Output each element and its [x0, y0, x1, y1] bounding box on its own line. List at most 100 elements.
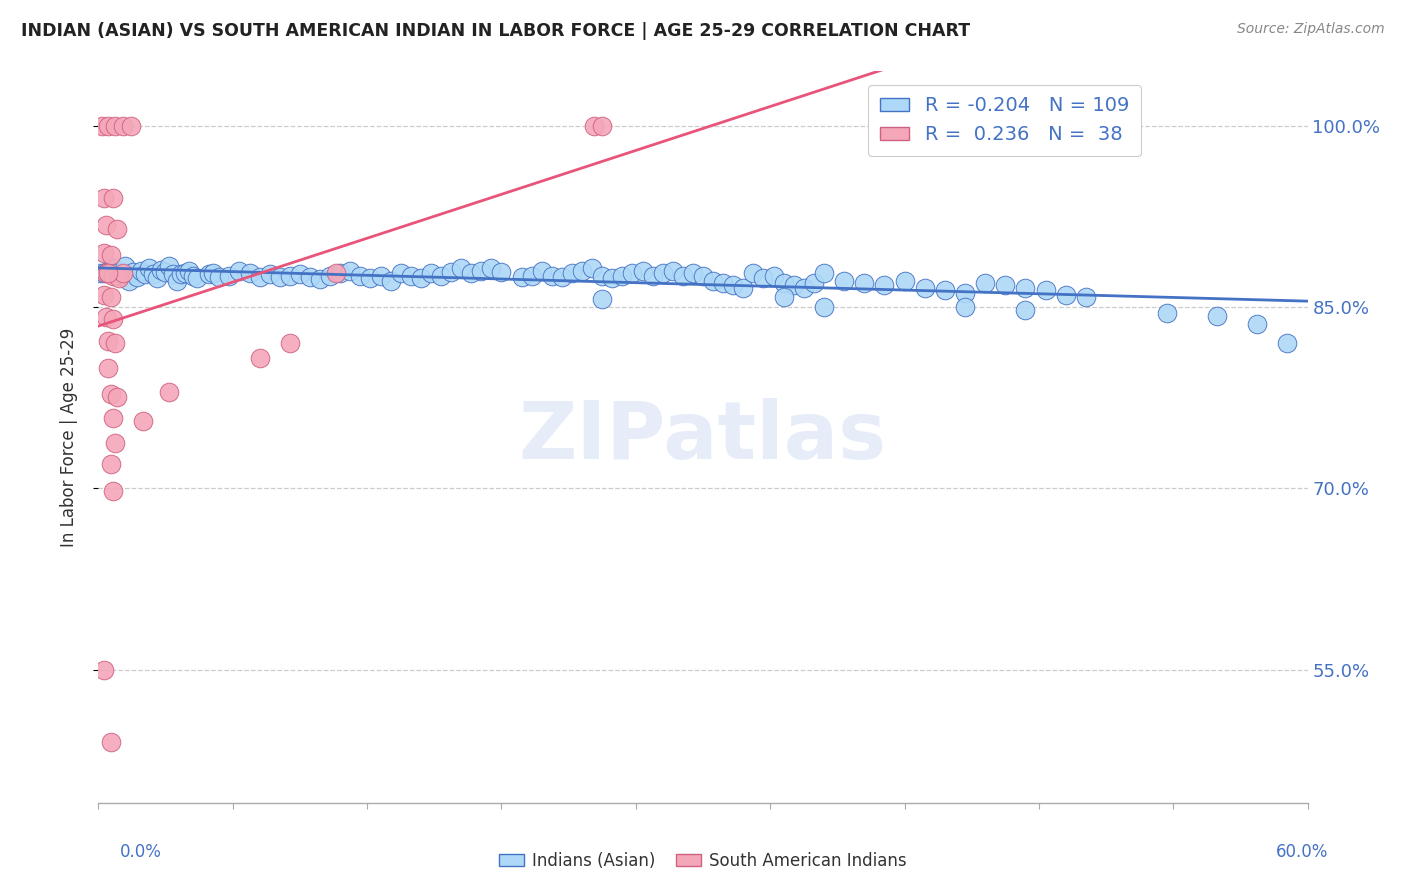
Point [339, 264, 361, 278]
Point [100, 290, 122, 304]
Point [218, 268, 240, 283]
Point [114, 259, 136, 273]
Point [97, 264, 120, 278]
Point [249, 269, 271, 284]
Point [581, 261, 603, 276]
Point [101, 312, 124, 326]
Point [813, 300, 835, 314]
Point [661, 264, 683, 278]
Point [583, 119, 606, 133]
Point [93, 663, 115, 677]
Point [1206, 309, 1229, 323]
Point [813, 266, 835, 280]
Point [91, 119, 114, 133]
Point [953, 300, 976, 314]
Point [360, 271, 382, 285]
Point [125, 269, 148, 284]
Point [100, 387, 122, 401]
Point [953, 285, 976, 300]
Point [138, 261, 160, 276]
Point [166, 273, 188, 287]
Point [602, 271, 624, 285]
Point [118, 273, 141, 287]
Legend: R = -0.204   N = 109, R =  0.236   N =  38: R = -0.204 N = 109, R = 0.236 N = 38 [869, 85, 1140, 156]
Point [702, 273, 724, 287]
Point [93, 191, 115, 205]
Point [481, 261, 503, 276]
Point [170, 268, 193, 282]
Point [111, 266, 134, 280]
Point [132, 414, 155, 428]
Point [591, 119, 613, 133]
Point [1156, 306, 1178, 320]
Point [621, 266, 644, 280]
Point [772, 276, 794, 290]
Point [101, 261, 124, 276]
Point [571, 264, 593, 278]
Point [772, 290, 794, 304]
Point [97, 360, 120, 375]
Point [934, 283, 956, 297]
Text: Source: ZipAtlas.com: Source: ZipAtlas.com [1237, 22, 1385, 37]
Point [399, 268, 422, 283]
Point [105, 266, 128, 280]
Point [101, 191, 124, 205]
Point [93, 266, 115, 280]
Point [420, 266, 443, 280]
Point [733, 281, 755, 295]
Point [631, 264, 654, 278]
Point [440, 265, 463, 279]
Point [259, 268, 281, 282]
Point [561, 266, 583, 280]
Point [97, 266, 120, 280]
Point [460, 266, 482, 280]
Point [914, 281, 936, 295]
Point [149, 262, 172, 277]
Point [1277, 336, 1299, 351]
Point [329, 266, 352, 280]
Point [134, 268, 156, 282]
Point [651, 266, 673, 280]
Point [202, 266, 225, 280]
Point [278, 336, 301, 351]
Point [450, 261, 472, 276]
Text: 60.0%: 60.0% [1277, 843, 1329, 861]
Point [380, 273, 402, 287]
Point [96, 310, 118, 324]
Point [103, 119, 125, 133]
Text: 0.0%: 0.0% [120, 843, 162, 861]
Point [157, 259, 180, 273]
Point [142, 268, 165, 282]
Point [186, 271, 208, 285]
Point [208, 269, 231, 284]
Point [97, 119, 120, 133]
Point [105, 390, 128, 404]
Point [146, 271, 169, 285]
Point [742, 266, 765, 280]
Point [93, 288, 115, 302]
Point [93, 245, 115, 260]
Point [762, 268, 785, 283]
Point [540, 268, 562, 283]
Point [370, 268, 392, 283]
Point [470, 264, 492, 278]
Point [239, 266, 262, 280]
Point [228, 264, 250, 278]
Point [105, 221, 128, 235]
Point [1035, 283, 1057, 297]
Point [591, 292, 613, 306]
Point [832, 273, 855, 287]
Point [100, 248, 122, 262]
Point [120, 119, 142, 133]
Point [692, 268, 714, 283]
Point [103, 336, 125, 351]
Point [103, 435, 125, 450]
Point [121, 265, 143, 279]
Point [153, 265, 176, 279]
Point [96, 266, 118, 280]
Legend: Indians (Asian), South American Indians: Indians (Asian), South American Indians [492, 846, 914, 877]
Point [101, 268, 124, 283]
Point [711, 276, 734, 290]
Point [974, 276, 997, 290]
Point [551, 269, 574, 284]
